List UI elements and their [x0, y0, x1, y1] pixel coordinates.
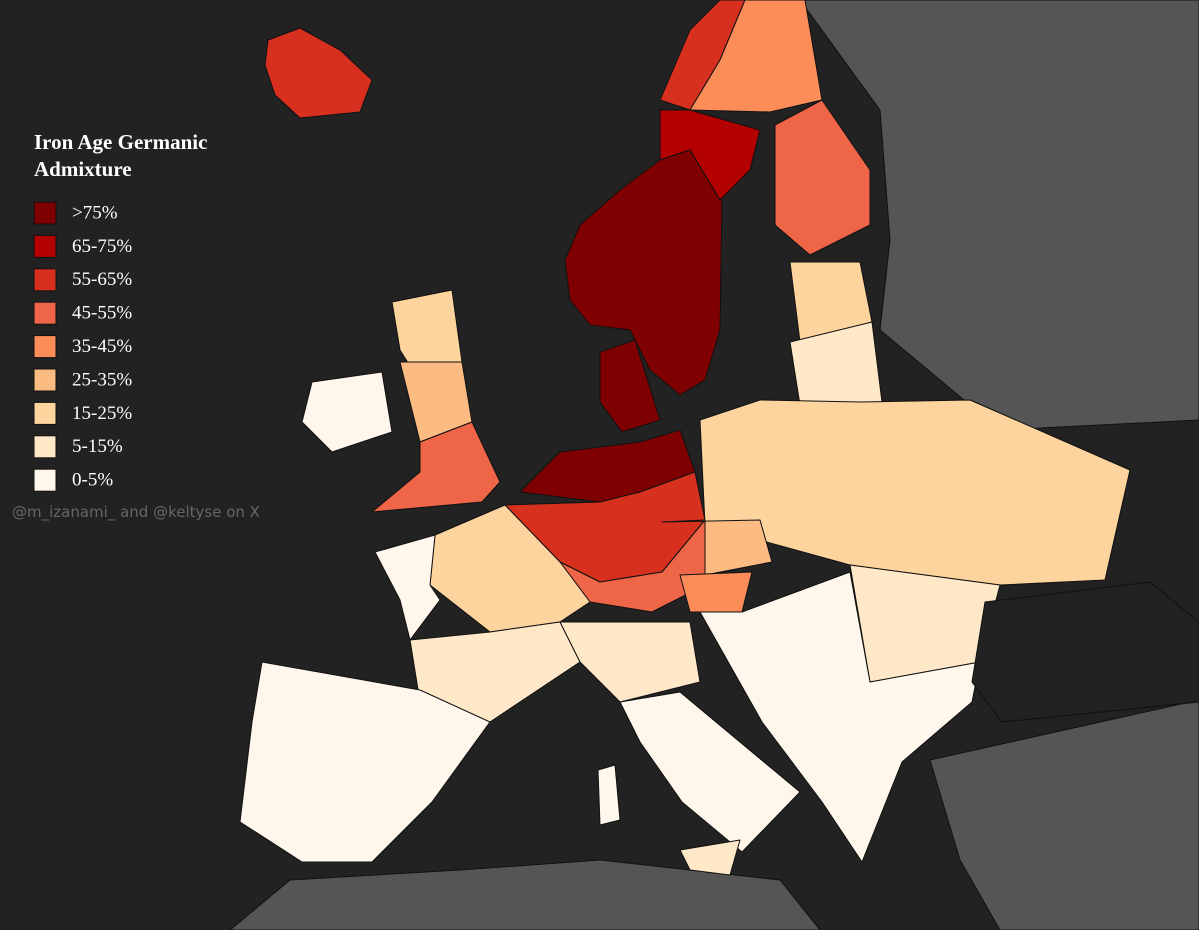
czechia: [661, 519, 773, 576]
legend-swatch: [33, 435, 57, 459]
legend-label: 5-15%: [72, 436, 123, 457]
england: [371, 421, 501, 513]
finland: [774, 99, 871, 256]
north-africa: [229, 859, 821, 930]
iberia: [239, 661, 491, 863]
iceland: [264, 27, 373, 119]
legend-label: 45-55%: [72, 303, 132, 324]
legend-label: 55-65%: [72, 269, 132, 290]
legend-label: >75%: [72, 202, 118, 223]
legend-label: 35-45%: [72, 336, 132, 357]
south-italy: [619, 691, 801, 853]
legend-label: 65-75%: [72, 236, 132, 257]
legend-swatch: [33, 234, 57, 258]
ireland: [301, 371, 393, 453]
sardinia: [597, 764, 621, 826]
legend-label: 0-5%: [72, 470, 113, 491]
legend-swatch: [33, 268, 57, 292]
russia: [799, 0, 1199, 431]
legend-label: 25-35%: [72, 369, 132, 390]
anatolia: [929, 699, 1199, 930]
scandinavia: [564, 149, 723, 396]
denmark: [599, 339, 661, 433]
legend-title: Admixture: [34, 157, 132, 181]
legend-label: 15-25%: [72, 403, 132, 424]
black-sea: [971, 581, 1199, 723]
regions: [239, 0, 1131, 876]
sicily: [679, 839, 741, 876]
north-france: [429, 504, 591, 633]
north-italy: [559, 621, 701, 703]
legend-swatch: [33, 335, 57, 359]
legend-title: Iron Age Germanic: [34, 130, 207, 154]
legend-swatch: [33, 468, 57, 492]
lapland: [689, 0, 823, 113]
austria: [679, 571, 753, 613]
legend-swatch: [33, 301, 57, 325]
legend: Iron Age Germanic Admixture >75% 65-75% 55…: [33, 130, 207, 492]
legend-swatch: [33, 401, 57, 425]
legend-swatch: [33, 368, 57, 392]
credit: @m_izanami_ and @keltyse on X: [12, 503, 260, 522]
balkans: [699, 571, 981, 863]
legend-swatch: [33, 201, 57, 225]
west-france: [374, 534, 441, 641]
east-europe: [699, 399, 1131, 586]
